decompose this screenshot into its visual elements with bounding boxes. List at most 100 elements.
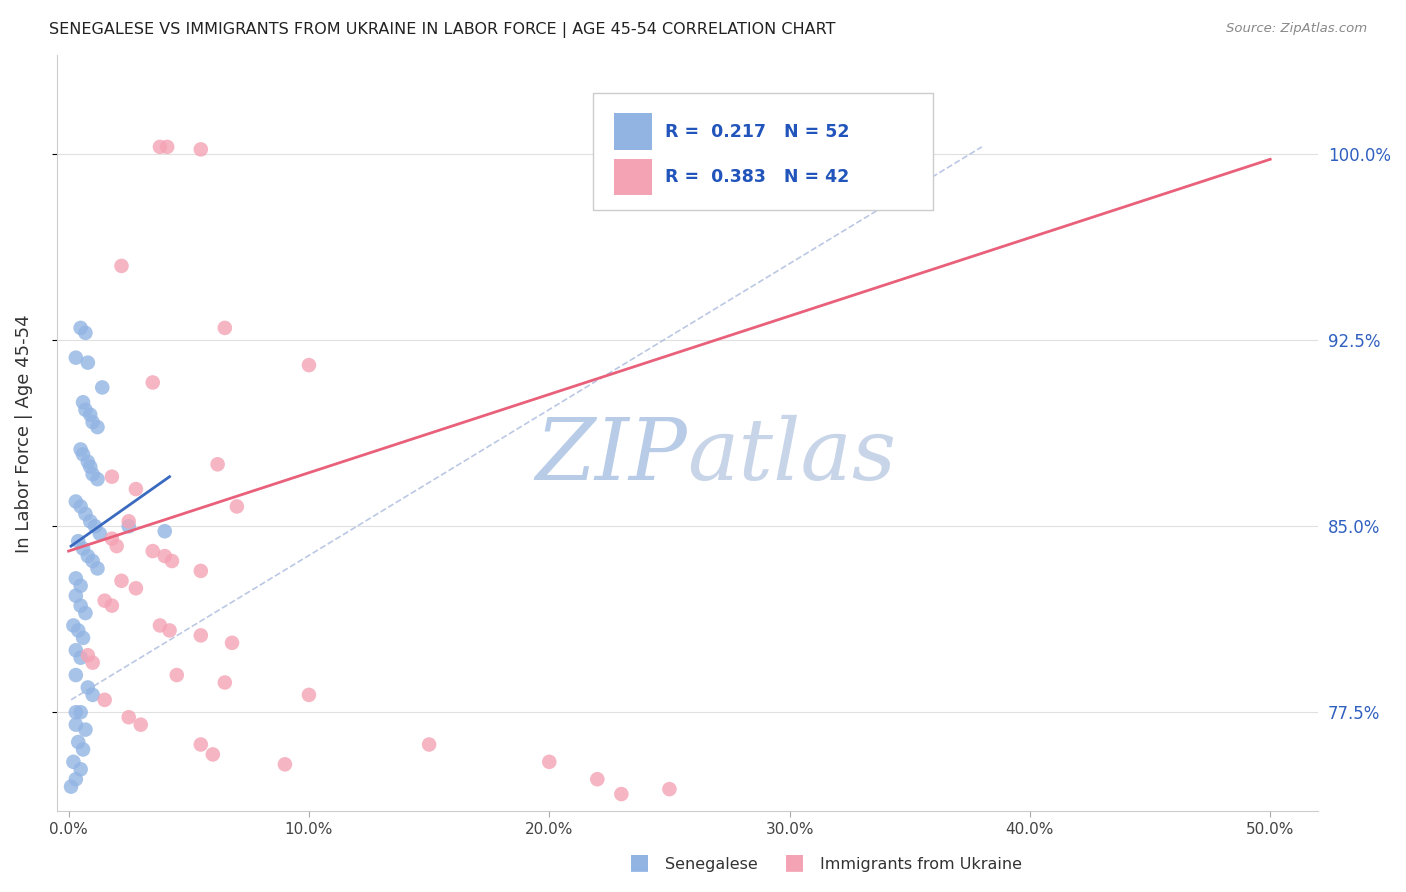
Point <box>76 356 98 370</box>
Point <box>214 321 236 335</box>
Point <box>75 723 97 737</box>
Point <box>75 326 97 340</box>
Point <box>190 628 212 642</box>
Point <box>76 648 98 663</box>
Point <box>79 514 101 528</box>
Point <box>225 500 247 514</box>
Point <box>82 554 104 568</box>
Text: atlas: atlas <box>688 415 897 498</box>
Point <box>201 747 224 762</box>
Point <box>142 544 165 558</box>
Point <box>82 656 104 670</box>
Point <box>82 688 104 702</box>
Point <box>79 408 101 422</box>
Point <box>69 705 91 719</box>
Point <box>101 599 124 613</box>
Point <box>658 782 681 797</box>
Point <box>65 351 87 365</box>
Point <box>76 681 98 695</box>
Text: ZIP: ZIP <box>536 415 688 498</box>
Point <box>72 541 94 556</box>
Text: SENEGALESE VS IMMIGRANTS FROM UKRAINE IN LABOR FORCE | AGE 45-54 CORRELATION CHA: SENEGALESE VS IMMIGRANTS FROM UKRAINE IN… <box>49 22 835 38</box>
Point <box>86 420 108 434</box>
Text: Senegalese: Senegalese <box>665 857 758 872</box>
Point <box>65 571 87 585</box>
Point <box>72 447 94 461</box>
Point <box>418 738 440 752</box>
Point <box>69 442 91 457</box>
Point <box>207 458 229 472</box>
Point <box>214 675 236 690</box>
Text: Immigrants from Ukraine: Immigrants from Ukraine <box>820 857 1022 872</box>
Point <box>72 631 94 645</box>
Point <box>67 624 90 638</box>
Point <box>274 757 297 772</box>
Point <box>65 668 87 682</box>
Point <box>118 514 141 528</box>
Point <box>149 618 172 632</box>
Point <box>101 532 124 546</box>
Point <box>65 717 87 731</box>
Point <box>65 494 87 508</box>
Point <box>67 735 90 749</box>
Point <box>190 564 212 578</box>
Point <box>91 380 114 394</box>
Text: R =  0.383   N = 42: R = 0.383 N = 42 <box>665 168 849 186</box>
Point <box>75 606 97 620</box>
Point <box>142 376 165 390</box>
Point <box>160 554 183 568</box>
FancyBboxPatch shape <box>614 113 652 150</box>
Point <box>93 593 115 607</box>
Point <box>610 787 633 801</box>
Point <box>82 415 104 429</box>
Point <box>69 599 91 613</box>
Point <box>82 467 104 482</box>
Point <box>86 472 108 486</box>
Point <box>298 358 321 372</box>
Point <box>105 539 128 553</box>
Point <box>125 482 148 496</box>
Point <box>159 624 181 638</box>
Point <box>79 459 101 474</box>
Point <box>75 402 97 417</box>
Point <box>69 579 91 593</box>
Point <box>586 772 609 787</box>
Point <box>76 549 98 563</box>
Point <box>149 140 172 154</box>
Point <box>110 574 132 588</box>
Point <box>89 526 111 541</box>
Text: ■: ■ <box>630 853 650 872</box>
Point <box>110 259 132 273</box>
Point <box>153 524 176 539</box>
Point <box>118 519 141 533</box>
Point <box>72 742 94 756</box>
Point <box>69 500 91 514</box>
Text: R =  0.217   N = 52: R = 0.217 N = 52 <box>665 122 849 141</box>
FancyBboxPatch shape <box>614 159 652 195</box>
Point <box>76 455 98 469</box>
Point <box>118 710 141 724</box>
Point <box>72 395 94 409</box>
Point <box>65 772 87 787</box>
Point <box>62 755 84 769</box>
Text: Source: ZipAtlas.com: Source: ZipAtlas.com <box>1226 22 1367 36</box>
Point <box>60 780 83 794</box>
Point <box>65 705 87 719</box>
Point <box>84 519 107 533</box>
Point <box>65 589 87 603</box>
Point <box>221 636 243 650</box>
Point <box>298 688 321 702</box>
Point <box>67 534 90 549</box>
Point <box>101 469 124 483</box>
Point <box>153 549 176 563</box>
Point <box>190 738 212 752</box>
Point <box>190 142 212 156</box>
Text: ■: ■ <box>785 853 804 872</box>
Point <box>65 643 87 657</box>
Y-axis label: In Labor Force | Age 45-54: In Labor Force | Age 45-54 <box>15 314 32 553</box>
Point <box>69 762 91 776</box>
Point <box>129 717 152 731</box>
Point <box>538 755 561 769</box>
Point <box>166 668 188 682</box>
Point <box>125 581 148 595</box>
